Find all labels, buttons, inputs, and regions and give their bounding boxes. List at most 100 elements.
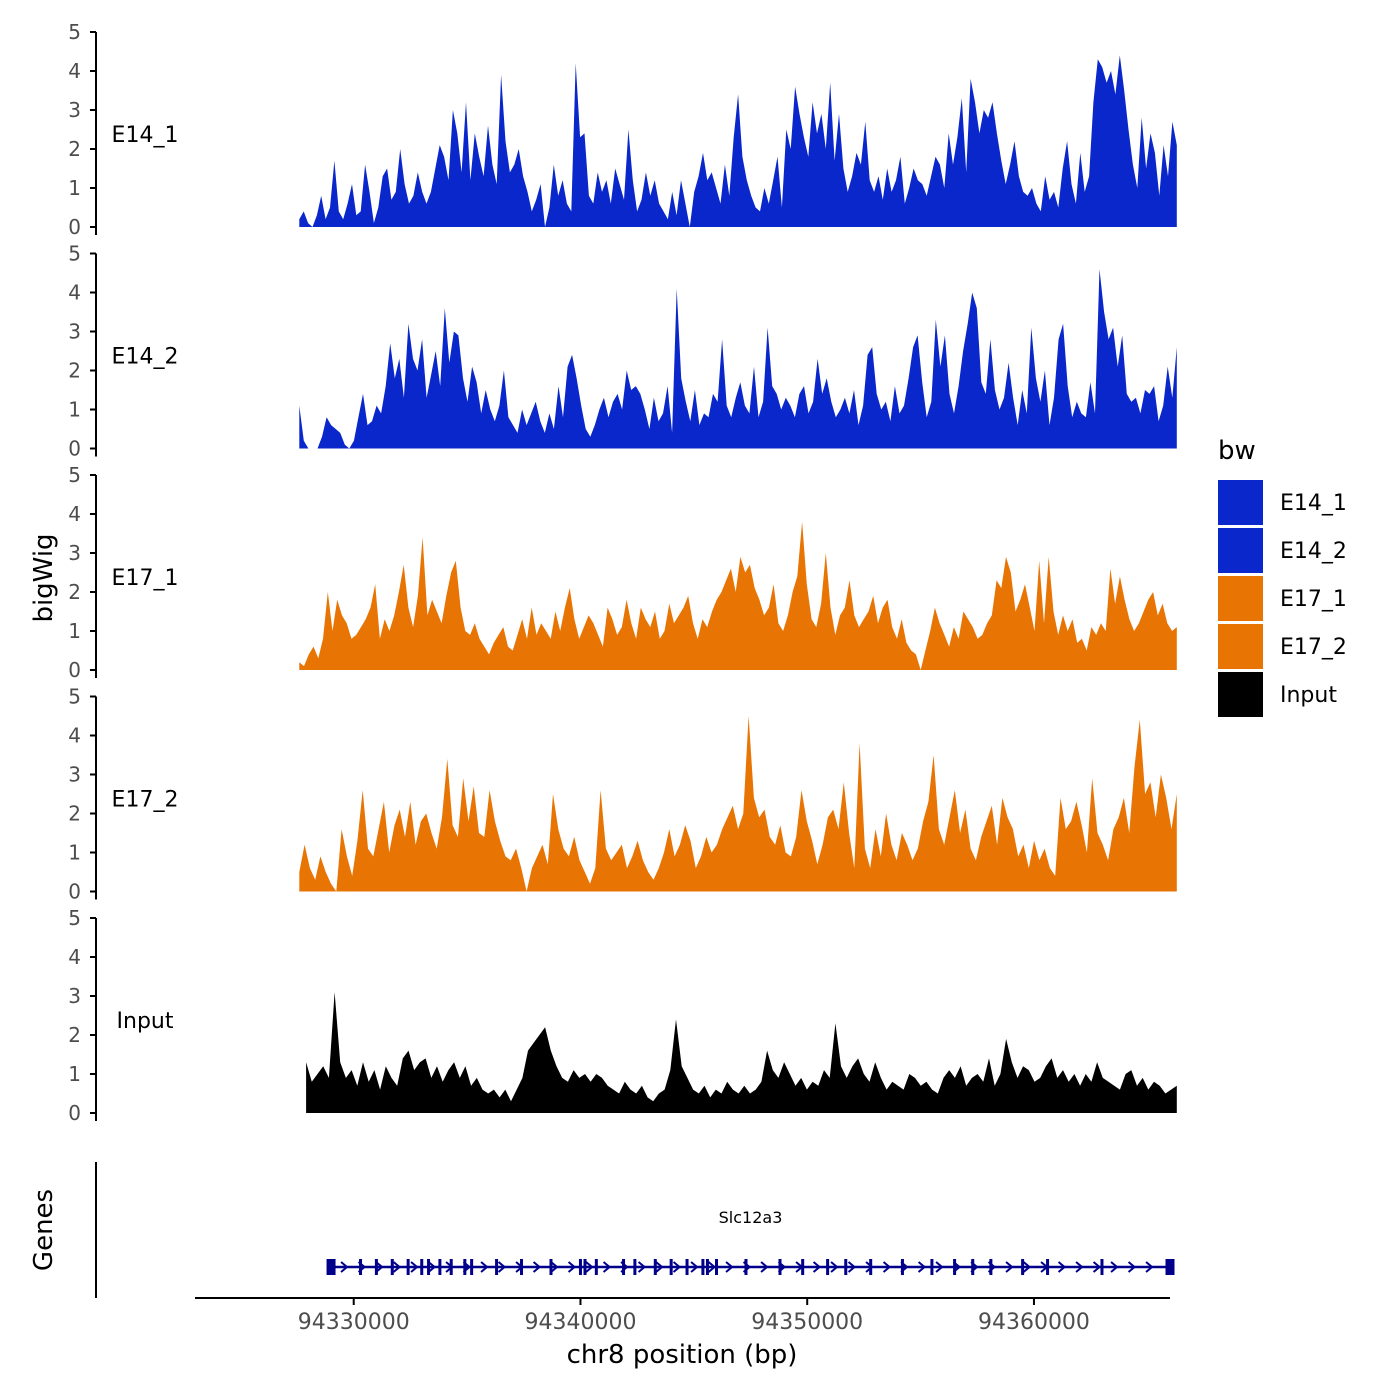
strand-arrow: [655, 1261, 664, 1273]
tracks-layer: 0 1 2 3 4 5 E14_1 0 1 2 3 4 5 E14_2 0 1 2 3 4 5 E17_1 0 1 2 3 4 5 E…: [68, 20, 1177, 1125]
exon: [583, 1259, 587, 1275]
legend-swatch-Input: [1218, 672, 1263, 717]
legend-label-Input: Input: [1280, 683, 1337, 708]
exon: [653, 1259, 657, 1275]
legend-label-E17_1: E17_1: [1280, 587, 1347, 612]
exon: [701, 1259, 705, 1275]
y-tick-label: 4: [68, 502, 81, 526]
legend: bw E14_1 E14_2 E17_1 E17_2 Input: [1218, 436, 1347, 717]
exon: [438, 1259, 442, 1275]
exon: [705, 1259, 709, 1275]
track-label: E17_2: [112, 788, 179, 813]
y-tick-label: 3: [68, 320, 81, 344]
exon: [930, 1259, 934, 1275]
exon: [826, 1259, 830, 1275]
exon: [669, 1259, 673, 1275]
track-E17_2: 0 1 2 3 4 5 E17_2: [68, 685, 1177, 904]
strand-arrow: [480, 1261, 489, 1273]
exon: [778, 1259, 782, 1275]
exon: [359, 1259, 363, 1275]
genes-layer: Genes Slc12a3: [29, 1162, 1175, 1298]
y-tick-label: 2: [68, 802, 81, 826]
y-tick-label: 3: [68, 984, 81, 1008]
exon: [463, 1259, 467, 1275]
y-tick-label: 4: [68, 945, 81, 969]
y-tick-label: 1: [68, 1062, 81, 1086]
gene-Slc12a3: Slc12a3: [326, 1208, 1175, 1275]
strand-arrow: [672, 1261, 682, 1273]
coverage-area-E17_2: [299, 716, 1177, 892]
exon: [900, 1259, 904, 1275]
legend-swatch-E17_2: [1218, 624, 1263, 669]
strand-arrow: [1075, 1261, 1084, 1273]
exon: [326, 1259, 336, 1275]
exon: [715, 1259, 719, 1275]
x-tick-label: 94360000: [978, 1310, 1090, 1335]
strand-arrow: [725, 1261, 734, 1273]
strand-arrow: [917, 1261, 927, 1273]
exon: [744, 1259, 748, 1275]
y-tick-label: 2: [68, 359, 81, 383]
coverage-area-Input: [306, 992, 1177, 1113]
y-tick-label: 5: [68, 685, 81, 709]
x-axis: 94330000 94340000 94350000 94360000: [195, 1297, 1170, 1335]
coverage-area-E14_1: [299, 55, 1177, 228]
strand-arrow: [567, 1261, 577, 1273]
exon: [420, 1259, 424, 1275]
exon: [1046, 1259, 1050, 1275]
y-tick-label: 3: [68, 763, 81, 787]
exon: [374, 1259, 378, 1275]
y-tick-label: 0: [68, 880, 81, 904]
strand-arrow: [427, 1261, 437, 1273]
legend-swatch-E17_1: [1218, 576, 1263, 621]
exon: [578, 1259, 582, 1275]
exon: [801, 1259, 805, 1275]
legend-swatch-E14_2: [1218, 528, 1263, 573]
track-Input: 0 1 2 3 4 5 Input: [68, 906, 1177, 1125]
y-tick-label: 1: [68, 176, 81, 200]
y-tick-label: 5: [68, 463, 81, 487]
exon: [953, 1259, 957, 1275]
exon: [449, 1259, 453, 1275]
exon: [685, 1259, 689, 1275]
y-tick-label: 0: [68, 437, 81, 461]
exon: [1100, 1259, 1104, 1275]
strand-arrow: [830, 1261, 839, 1273]
y-tick-label: 1: [68, 841, 81, 865]
track-E17_1: 0 1 2 3 4 5 E17_1: [68, 463, 1177, 682]
strand-arrow: [1005, 1261, 1014, 1273]
track-label: E14_1: [112, 123, 179, 148]
strand-arrow: [532, 1261, 542, 1273]
exon: [406, 1259, 410, 1275]
y-tick-label: 2: [68, 137, 81, 161]
y-tick-label: 5: [68, 242, 81, 266]
y-tick-label: 0: [68, 1101, 81, 1125]
strand-arrow: [637, 1261, 647, 1273]
x-tick-label: 94330000: [298, 1310, 410, 1335]
y-tick-label: 3: [68, 98, 81, 122]
y-tick-label: 2: [68, 580, 81, 604]
y-tick-label: 1: [68, 398, 81, 422]
y-tick-label: 0: [68, 215, 81, 239]
legend-label-E14_2: E14_2: [1280, 539, 1347, 564]
strand-arrow: [392, 1261, 402, 1273]
strand-arrow: [410, 1261, 419, 1273]
strand-arrow: [375, 1261, 384, 1273]
exon: [844, 1259, 848, 1275]
strand-arrow: [1127, 1261, 1137, 1273]
exon: [869, 1259, 873, 1275]
strand-arrow: [602, 1261, 612, 1273]
strand-arrow: [1092, 1261, 1102, 1273]
track-E14_2: 0 1 2 3 4 5 E14_2: [68, 242, 1177, 461]
legend-label-E14_1: E14_1: [1280, 491, 1347, 516]
x-tick-label: 94340000: [524, 1310, 636, 1335]
strand-arrow: [1057, 1261, 1067, 1273]
coverage-area-E14_2: [299, 269, 1177, 449]
track-label: Input: [117, 1009, 174, 1034]
y-tick-label: 2: [68, 1023, 81, 1047]
y-tick-label: 4: [68, 281, 81, 305]
track-label: E14_2: [112, 345, 179, 370]
exon: [427, 1259, 431, 1275]
legend-swatch-E14_1: [1218, 480, 1263, 525]
